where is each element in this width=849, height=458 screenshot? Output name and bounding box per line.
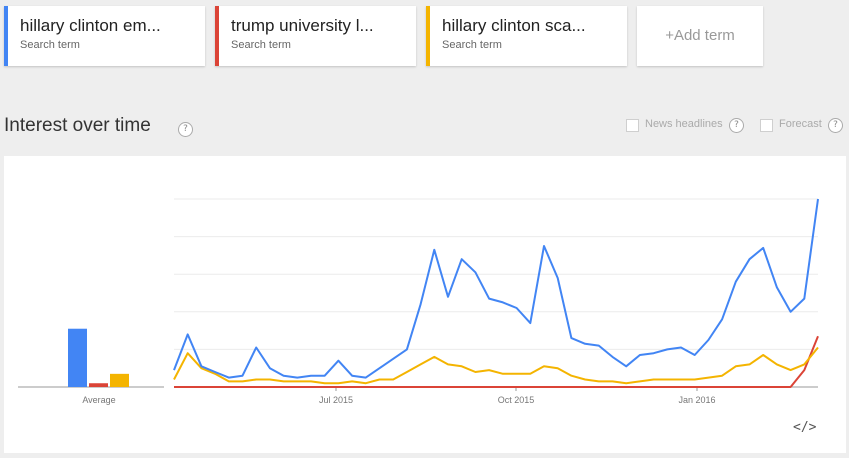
term-color-indicator — [426, 6, 430, 66]
term-color-indicator — [215, 6, 219, 66]
news-headlines-checkbox[interactable] — [626, 119, 639, 132]
search-term-type: Search term — [442, 39, 502, 51]
search-term-card-3[interactable]: hillary clinton sca... Search term — [426, 6, 627, 66]
embed-code-icon[interactable]: </> — [793, 420, 817, 435]
search-term-card-2[interactable]: trump university l... Search term — [215, 6, 416, 66]
search-term-type: Search term — [20, 39, 80, 51]
chart-panel — [4, 156, 846, 453]
help-icon[interactable]: ? — [828, 118, 843, 133]
search-term-type: Search term — [231, 39, 291, 51]
forecast-label: Forecast — [779, 118, 822, 130]
search-term-name[interactable]: trump university l... — [231, 16, 374, 35]
news-headlines-label: News headlines — [645, 118, 723, 130]
search-term-name[interactable]: hillary clinton em... — [20, 16, 161, 35]
help-icon[interactable]: ? — [729, 118, 744, 133]
search-term-name[interactable]: hillary clinton sca... — [442, 16, 586, 35]
term-color-indicator — [4, 6, 8, 66]
search-term-card-1[interactable]: hillary clinton em... Search term — [4, 6, 205, 66]
section-title: Interest over time — [4, 115, 151, 136]
forecast-checkbox[interactable] — [760, 119, 773, 132]
add-term-button[interactable]: +Add term — [637, 6, 763, 66]
help-icon[interactable]: ? — [178, 122, 193, 137]
